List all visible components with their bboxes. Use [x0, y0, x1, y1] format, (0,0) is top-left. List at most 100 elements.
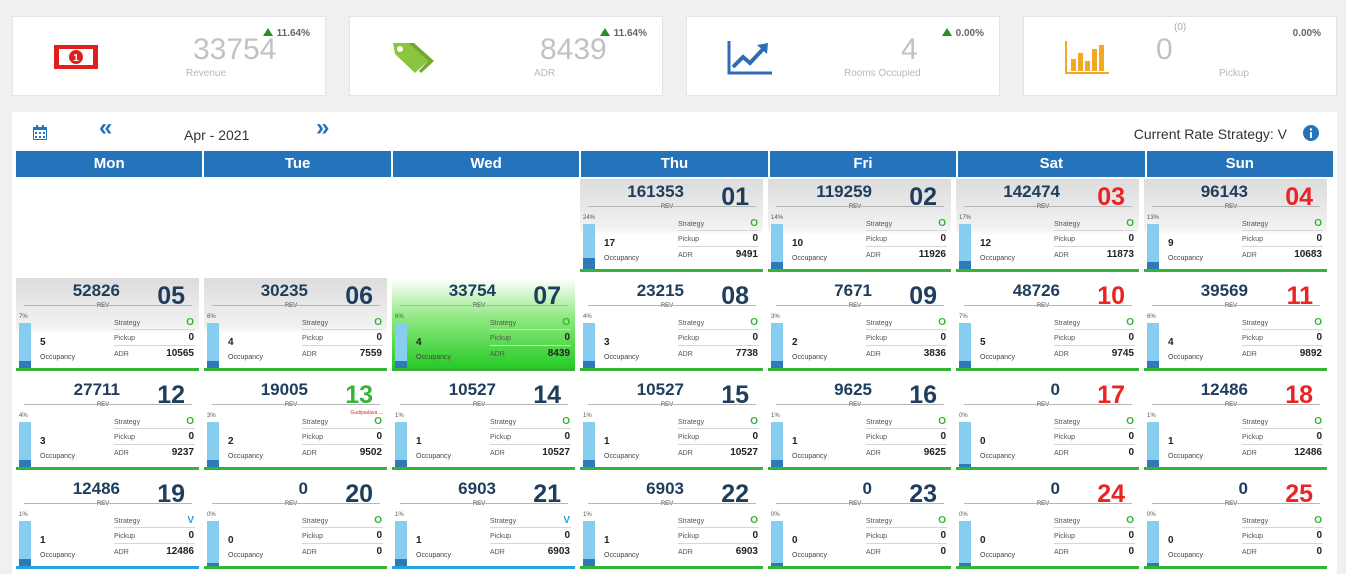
occupancy-bar: 17% — [959, 215, 971, 269]
divider — [302, 543, 383, 544]
day-cell[interactable]: 48726 REV 10 7% 5 Occupancy Strategy O Pickup 0 AD… — [956, 278, 1139, 371]
divider — [678, 345, 759, 346]
day-number: 11 — [1286, 282, 1313, 310]
occupancy-label: Occupancy — [40, 453, 76, 460]
next-month-icon[interactable]: » — [316, 114, 330, 141]
day-cell[interactable]: 119259 REV 02 14% 10 Occupancy Strategy O Pickup… — [768, 179, 951, 272]
day-cell[interactable]: 30235 REV 06 6% 4 Occupancy Strategy O Pickup 0 AD… — [204, 278, 387, 371]
day-cell[interactable]: 10527 REV 14 1% 1 Occupancy Strategy O Pickup 0 AD… — [392, 377, 575, 470]
adr-value: 10527 — [730, 447, 758, 458]
occupancy-percent: 4% — [19, 413, 28, 419]
day-number: 20 — [345, 480, 373, 508]
divider — [866, 246, 947, 247]
divider — [588, 404, 756, 405]
day-cell[interactable]: 12486 REV 19 1% 1 Occupancy Strategy V Pickup 0 AD… — [16, 476, 199, 569]
calendar-icon[interactable] — [33, 125, 47, 140]
divider — [114, 345, 195, 346]
strategy-label: Strategy — [302, 518, 329, 525]
adr-label: ADR — [302, 450, 317, 457]
strategy-value: O — [186, 416, 194, 427]
event-note: Gudipadava ... — [350, 410, 383, 416]
divider — [1242, 444, 1323, 445]
occupancy-value: 12 — [980, 238, 992, 249]
kpi-card-revenue: 1 33754 Revenue 11.64% — [12, 16, 326, 96]
day-cell[interactable]: 23215 REV 08 4% 3 Occupancy Strategy O Pickup 0 AD… — [580, 278, 763, 371]
rev-label: REV — [1224, 204, 1238, 210]
day-revenue: 10527 — [636, 380, 684, 399]
divider — [678, 230, 759, 231]
divider — [964, 206, 1132, 207]
weekday-mon: Mon — [16, 151, 203, 177]
strategy-label: Strategy — [1054, 419, 1081, 426]
strategy-label: Strategy — [490, 419, 517, 426]
rev-label: REV — [96, 402, 110, 408]
day-cell[interactable]: 52826 REV 05 7% 5 Occupancy Strategy O Pickup 0 AD… — [16, 278, 199, 371]
occupancy-label: Occupancy — [416, 354, 452, 361]
svg-text:1: 1 — [73, 53, 79, 64]
rev-label: REV — [96, 303, 110, 309]
divider — [678, 246, 759, 247]
occupancy-bar: 4% — [19, 413, 31, 467]
divider — [490, 329, 571, 330]
occupancy-bar: 0% — [771, 512, 783, 566]
calendar-panel: « Apr - 2021 » Current Rate Strategy: V … — [12, 112, 1337, 574]
day-cell[interactable]: 96143 REV 04 13% 9 Occupancy Strategy O Pickup 0 A… — [1144, 179, 1327, 272]
day-cell[interactable]: 10527 REV 15 1% 1 Occupancy Strategy O Pickup 0 AD… — [580, 377, 763, 470]
day-cell[interactable]: 12486 REV 18 1% 1 Occupancy Strategy O Pickup 0 AD… — [1144, 377, 1327, 470]
day-cell[interactable]: 0 REV 20 0% 0 Occupancy Strategy O Pickup 0 ADR 0 — [204, 476, 387, 569]
day-number: 03 — [1097, 183, 1125, 211]
divider — [1152, 206, 1320, 207]
day-cell[interactable]: 7671 REV 09 3% 2 Occupancy Strategy O Pickup 0 ADR… — [768, 278, 951, 371]
adr-label: ADR — [1242, 450, 1257, 457]
adr-label: ADR — [866, 450, 881, 457]
divider — [866, 345, 947, 346]
day-cell[interactable]: 33754 REV 07 6% 4 Occupancy Strategy O Pickup 0 AD… — [392, 278, 575, 371]
pickup-label: Pickup — [1054, 236, 1076, 243]
day-cell[interactable]: 0 REV 24 0% 0 Occupancy Strategy O Pickup 0 ADR 0 — [956, 476, 1139, 569]
day-cell[interactable]: 9625 REV 16 1% 1 Occupancy Strategy O Pickup 0 ADR… — [768, 377, 951, 470]
divider — [1054, 527, 1135, 528]
divider — [866, 444, 947, 445]
adr-value: 7738 — [735, 348, 758, 359]
adr-value: 3836 — [923, 348, 946, 359]
day-cell[interactable]: 6903 REV 21 1% 1 Occupancy Strategy V Pickup 0 ADR… — [392, 476, 575, 569]
previous-month-icon[interactable]: « — [99, 114, 113, 141]
day-revenue: 0 — [1050, 380, 1060, 399]
day-number: 21 — [533, 480, 561, 508]
pickup-value: 0 — [752, 332, 758, 343]
occupancy-value: 4 — [1168, 337, 1174, 348]
weekday-thu: Thu — [581, 151, 768, 177]
kpi-label: ADR — [534, 68, 556, 79]
day-cell[interactable]: 39569 REV 11 6% 4 Occupancy Strategy O Pickup 0 AD… — [1144, 278, 1327, 371]
day-cell[interactable]: 6903 REV 22 1% 1 Occupancy Strategy O Pickup 0 ADR… — [580, 476, 763, 569]
occupancy-bar: 7% — [19, 314, 31, 368]
day-cell[interactable]: 27711 REV 12 4% 3 Occupancy Strategy O Pickup 0 AD… — [16, 377, 199, 470]
day-cell[interactable]: 0 REV 25 0% 0 Occupancy Strategy O Pickup 0 ADR 0 — [1144, 476, 1327, 569]
strategy-value: O — [750, 515, 758, 526]
occupancy-bar: 6% — [207, 314, 219, 368]
day-cell[interactable]: 161353 REV 01 24% 17 Occupancy Strategy O Pickup… — [580, 179, 763, 272]
rev-label: REV — [1224, 501, 1238, 507]
divider — [588, 206, 756, 207]
occupancy-bar-fill — [771, 563, 783, 566]
adr-label: ADR — [678, 351, 693, 358]
strategy-value: O — [562, 416, 570, 427]
occupancy-percent: 0% — [771, 512, 780, 518]
info-icon[interactable] — [1303, 125, 1319, 141]
divider — [1242, 527, 1323, 528]
occupancy-bar: 13% — [1147, 215, 1159, 269]
day-cell[interactable]: 142474 REV 03 17% 12 Occupancy Strategy O Pickup… — [956, 179, 1139, 272]
day-cell[interactable]: 0 REV 23 0% 0 Occupancy Strategy O Pickup 0 ADR 0 — [768, 476, 951, 569]
divider — [776, 305, 944, 306]
divider — [1054, 230, 1135, 231]
occupancy-value: 5 — [40, 337, 46, 348]
occupancy-value: 2 — [228, 436, 234, 447]
day-cell[interactable]: 19005 REV 13 Gudipadava ... 3% 2 Occupancy Stra… — [204, 377, 387, 470]
occupancy-value: 0 — [792, 535, 798, 546]
day-revenue: 0 — [862, 479, 872, 498]
day-cell[interactable]: 0 REV 17 0% 0 Occupancy Strategy O Pickup 0 ADR 0 — [956, 377, 1139, 470]
pickup-value: 0 — [940, 530, 946, 541]
adr-value: 9625 — [923, 447, 946, 458]
adr-value: 6903 — [735, 546, 758, 557]
trend-up-icon — [941, 28, 952, 36]
